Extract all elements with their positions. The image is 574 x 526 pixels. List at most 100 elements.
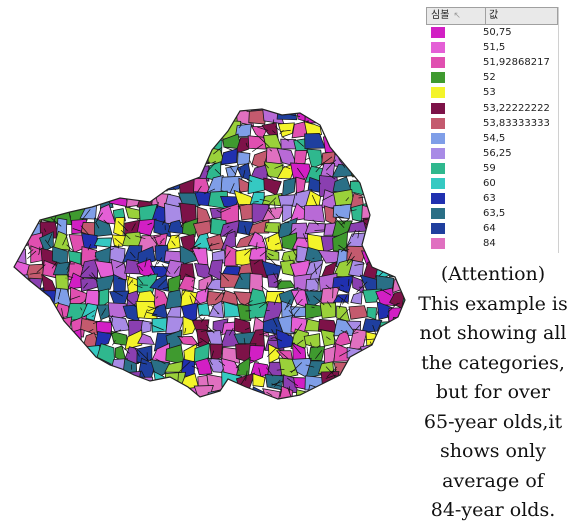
district: [43, 344, 58, 364]
district: [114, 373, 126, 391]
note-line: 65-year olds,it: [412, 408, 574, 438]
district: [249, 401, 266, 416]
district: [81, 375, 102, 388]
district: [380, 178, 391, 196]
district: [366, 105, 381, 127]
road-line: [158, 154, 166, 158]
district: [181, 403, 197, 418]
district: [137, 401, 154, 419]
road-line: [389, 117, 393, 121]
road-line: [142, 176, 147, 182]
district: [336, 135, 352, 155]
district: [114, 178, 128, 195]
district: [71, 95, 83, 111]
legend-swatch: [431, 133, 445, 144]
district: [362, 251, 382, 265]
road-line: [180, 389, 188, 396]
district: [39, 414, 60, 425]
road-line: [134, 143, 140, 154]
district: [0, 233, 18, 251]
district: [262, 401, 278, 418]
district: [0, 175, 17, 192]
legend-value: 63: [483, 193, 496, 204]
district: [0, 386, 18, 405]
road-line: [59, 323, 65, 333]
district: [388, 135, 403, 152]
district: [333, 122, 354, 140]
district: [153, 165, 172, 182]
road-line: [43, 398, 49, 404]
district: [407, 418, 410, 425]
road-line: [147, 138, 149, 143]
district: [31, 416, 41, 425]
district: [221, 149, 237, 165]
district: [52, 162, 73, 180]
district: [113, 107, 127, 121]
district: [114, 217, 125, 236]
road-line: [104, 368, 108, 376]
district: [52, 190, 73, 209]
district: [68, 386, 87, 404]
road-line: [217, 115, 222, 126]
road-line: [66, 152, 69, 159]
road-line: [41, 199, 51, 205]
district: [152, 135, 166, 149]
district: [113, 401, 129, 417]
road-line: [43, 365, 52, 366]
road-line: [89, 187, 95, 196]
district: [53, 180, 73, 192]
district: [365, 234, 380, 252]
road-line: [173, 114, 180, 121]
road-line: [167, 160, 174, 164]
road-line: [384, 213, 389, 215]
district: [53, 150, 71, 166]
district: [138, 391, 156, 403]
district: [0, 266, 14, 277]
road-line: [87, 392, 95, 402]
district: [388, 190, 405, 208]
road-line: [61, 403, 63, 409]
road-line: [72, 361, 76, 365]
district: [375, 249, 396, 264]
district: [376, 162, 391, 181]
district: [306, 416, 325, 425]
road-line: [89, 374, 98, 378]
district: [13, 275, 30, 290]
district: [10, 190, 28, 210]
road-line: [140, 394, 147, 397]
road-line: [349, 157, 353, 165]
road-line: [29, 182, 33, 183]
road-line: [79, 190, 82, 200]
district: [41, 400, 55, 418]
road-line: [32, 150, 42, 159]
district: [30, 350, 45, 360]
district: [1, 415, 14, 425]
district: [348, 95, 364, 109]
district: [109, 121, 126, 137]
district: [391, 166, 404, 182]
legend-value: 59: [483, 163, 496, 174]
road-line: [70, 106, 76, 111]
district: [304, 334, 320, 349]
district: [28, 303, 44, 323]
road-line: [382, 145, 387, 155]
district: [16, 223, 31, 235]
road-line: [357, 135, 358, 138]
district: [67, 176, 85, 193]
legend-swatch: [431, 238, 445, 249]
district: [14, 120, 32, 138]
road-line: [93, 364, 97, 373]
map-districts: [0, 95, 410, 425]
district: [82, 415, 100, 425]
road-line: [163, 170, 172, 176]
legend-swatch: [431, 148, 445, 159]
district: [165, 413, 184, 425]
district: [404, 233, 410, 252]
road-line: [71, 393, 76, 400]
district: [351, 292, 362, 304]
legend-swatch: [431, 118, 445, 129]
district: [403, 203, 410, 224]
legend-value: 84: [483, 238, 496, 249]
district: [0, 403, 13, 419]
district: [389, 221, 406, 237]
